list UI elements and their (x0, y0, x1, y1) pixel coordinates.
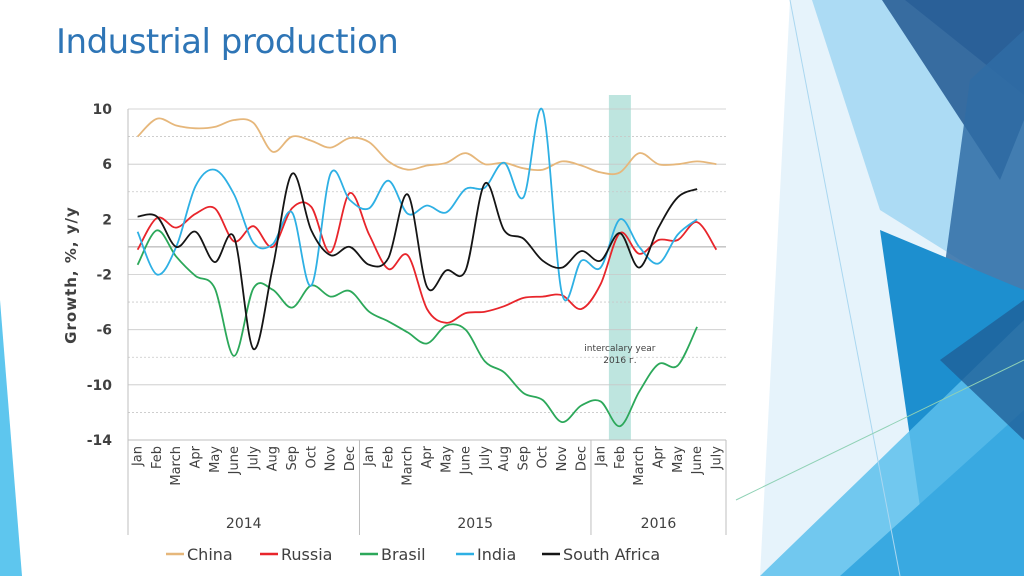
y-tick-label: -10 (87, 378, 113, 394)
series-line-china (136, 117, 717, 176)
x-tick-label: Apr (189, 445, 204, 468)
annotation-label: 2016 г. (603, 356, 636, 366)
x-tick-label: March (401, 446, 416, 486)
x-tick-label: Jan (594, 446, 609, 467)
x-tick-label: Oct (304, 446, 319, 468)
x-tick-label: Apr (420, 445, 435, 468)
series-line-south-africa (137, 172, 698, 350)
legend-label-south-africa: South Africa (563, 545, 660, 564)
y-tick-label: 10 (93, 102, 113, 118)
x-tick-label: Aug (266, 446, 281, 471)
x-tick-label: July (246, 446, 261, 471)
x-tick-label: May (439, 446, 454, 473)
legend-label-india: India (477, 545, 516, 564)
series-line-india (136, 107, 698, 302)
y-tick-label: -14 (87, 433, 113, 449)
x-tick-label: Feb (150, 446, 165, 469)
deco-shape (840, 410, 1024, 576)
year-label: 2016 (641, 516, 677, 532)
y-axis-label: Growth, %, y/y (62, 206, 80, 344)
x-tick-label: Nov (324, 446, 339, 472)
x-tick-label: May (671, 446, 686, 473)
x-tick-label: Jan (362, 446, 377, 467)
x-tick-label: March (169, 446, 184, 486)
x-tick-label: Nov (555, 446, 570, 472)
deco-shape (940, 300, 1024, 440)
x-tick-label: June (227, 446, 242, 475)
series-line-brasil (136, 229, 698, 428)
legend-label-china: China (187, 545, 233, 564)
x-tick-label: Sep (285, 446, 300, 471)
slide-title: Industrial production (56, 22, 399, 62)
x-tick-label: June (690, 446, 705, 475)
x-tick-label: Sep (516, 446, 531, 471)
x-tick-label: Feb (381, 446, 396, 469)
x-tick-label: May (208, 446, 223, 473)
year-label: 2014 (226, 516, 262, 532)
deco-line (789, 0, 901, 576)
x-tick-label: June (459, 446, 474, 475)
x-tick-label: March (632, 446, 647, 486)
x-tick-label: July (709, 446, 724, 471)
y-tick-label: -2 (96, 268, 112, 284)
legend-label-brasil: Brasil (381, 545, 426, 564)
highlight-band (608, 95, 631, 440)
year-label: 2015 (457, 516, 493, 532)
annotation-label: intercalary year (584, 344, 656, 354)
x-tick-label: Dec (574, 446, 589, 471)
x-tick-label: Dec (343, 446, 358, 471)
x-tick-label: Feb (613, 446, 628, 469)
y-tick-label: 6 (102, 157, 112, 173)
deco-shape (0, 300, 22, 576)
x-tick-label: Oct (536, 446, 551, 468)
x-tick-label: Jan (131, 446, 146, 467)
x-tick-label: July (478, 446, 493, 471)
deco-line (735, 359, 1024, 501)
legend-label-russia: Russia (281, 545, 332, 564)
x-tick-label: Aug (497, 446, 512, 471)
y-tick-label: -6 (96, 323, 112, 339)
y-tick-label: 2 (102, 212, 112, 228)
x-tick-label: Apr (651, 445, 666, 468)
